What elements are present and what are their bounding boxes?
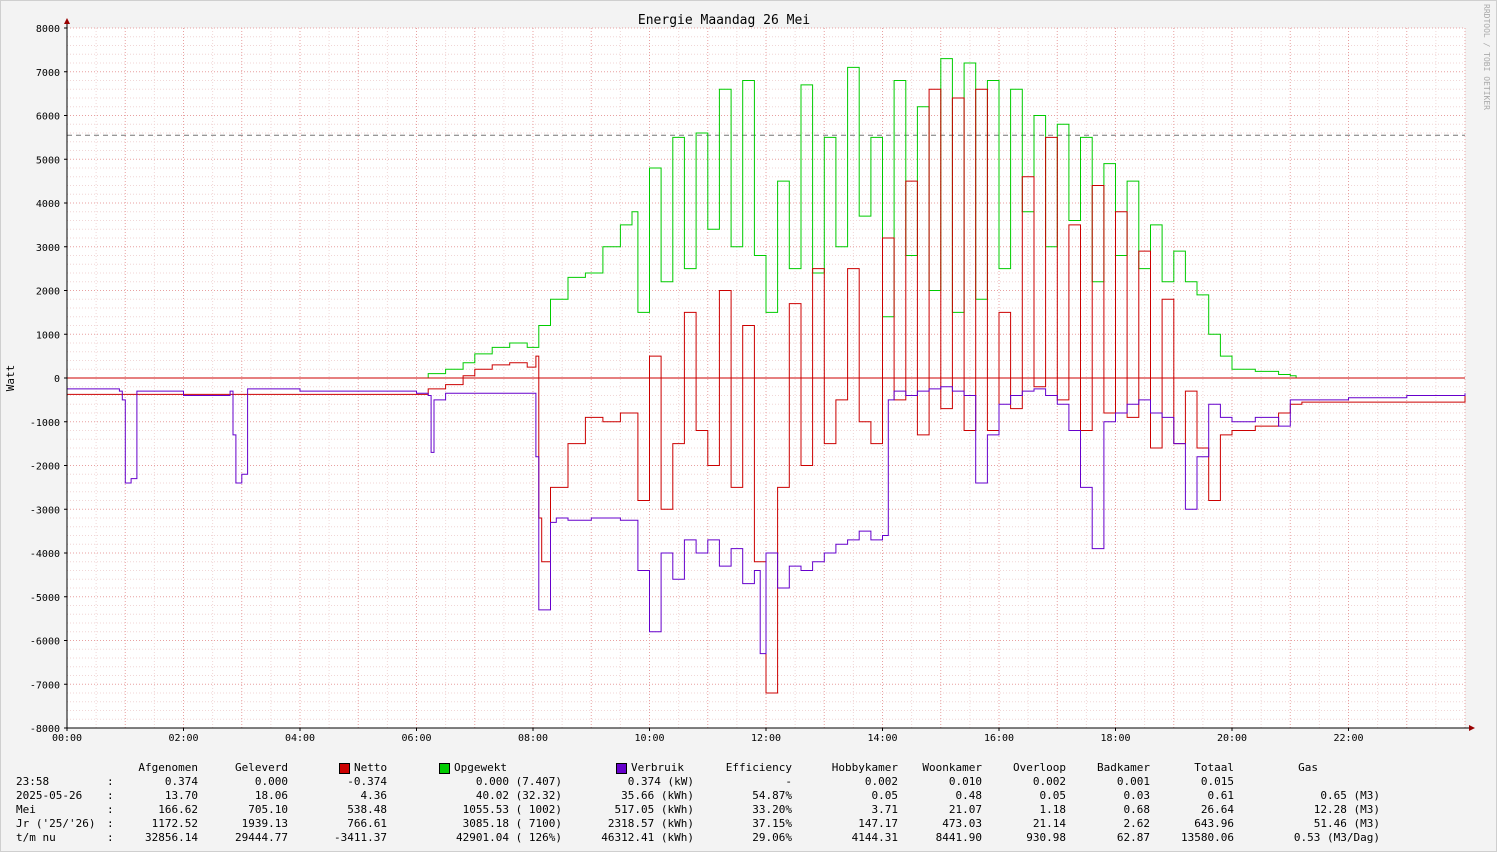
y-tick-label: 7000 <box>36 68 60 79</box>
x-tick-labels: 00:00 02:00 04:00 06:00 08:00 10:00 12:00 14:00… <box>52 728 1364 744</box>
series-group <box>67 58 1466 694</box>
x-tick-label: 16:00 <box>984 733 1014 744</box>
x-axis-arrow <box>1469 725 1475 731</box>
y-tick-label: 4000 <box>36 199 60 210</box>
x-tick-label: 20:00 <box>1217 733 1247 744</box>
x-tick-label: 00:00 <box>52 733 82 744</box>
y-tick-label: 0 <box>54 374 60 385</box>
grid <box>66 27 1466 729</box>
y-tick-label: -2000 <box>30 462 60 473</box>
series-line-netto <box>67 88 1466 694</box>
y-tick-label: -8000 <box>30 724 60 735</box>
x-tick-label: 08:00 <box>518 733 548 744</box>
y-tick-label: 2000 <box>36 287 60 298</box>
y-tick-label: 3000 <box>36 243 60 254</box>
x-tick-label: 12:00 <box>751 733 781 744</box>
chart-title: Energie Maandag 26 Mei <box>638 13 810 28</box>
y-tick-label: 5000 <box>36 155 60 166</box>
y-tick-label: 6000 <box>36 112 60 123</box>
x-tick-label: 18:00 <box>1100 733 1130 744</box>
y-tick-label: -7000 <box>30 680 60 691</box>
y-tick-label: -3000 <box>30 505 60 516</box>
y-tick-label: -6000 <box>30 637 60 648</box>
y-axis-label: Watt <box>4 365 17 392</box>
series-line-verbruik <box>67 386 1466 655</box>
x-tick-label: 14:00 <box>867 733 897 744</box>
y-tick-label: -5000 <box>30 593 60 604</box>
x-tick-label: 04:00 <box>285 733 315 744</box>
y-tick-label: 1000 <box>36 330 60 341</box>
y-tick-labels: 8000 7000 6000 5000 4000 3000 2000 1000 0 -1000 -2… <box>30 24 67 735</box>
x-tick-label: 10:00 <box>634 733 664 744</box>
y-tick-label: -4000 <box>30 549 60 560</box>
x-tick-label: 06:00 <box>401 733 431 744</box>
y-tick-label: 8000 <box>36 24 60 35</box>
x-tick-label: 02:00 <box>168 733 198 744</box>
y-axis-arrow <box>64 18 70 24</box>
watermark: RRDTOOL / TOBI OETIKER <box>1482 4 1491 110</box>
y-tick-label: -1000 <box>30 418 60 429</box>
axes <box>64 18 1475 731</box>
x-tick-label: 22:00 <box>1333 733 1363 744</box>
